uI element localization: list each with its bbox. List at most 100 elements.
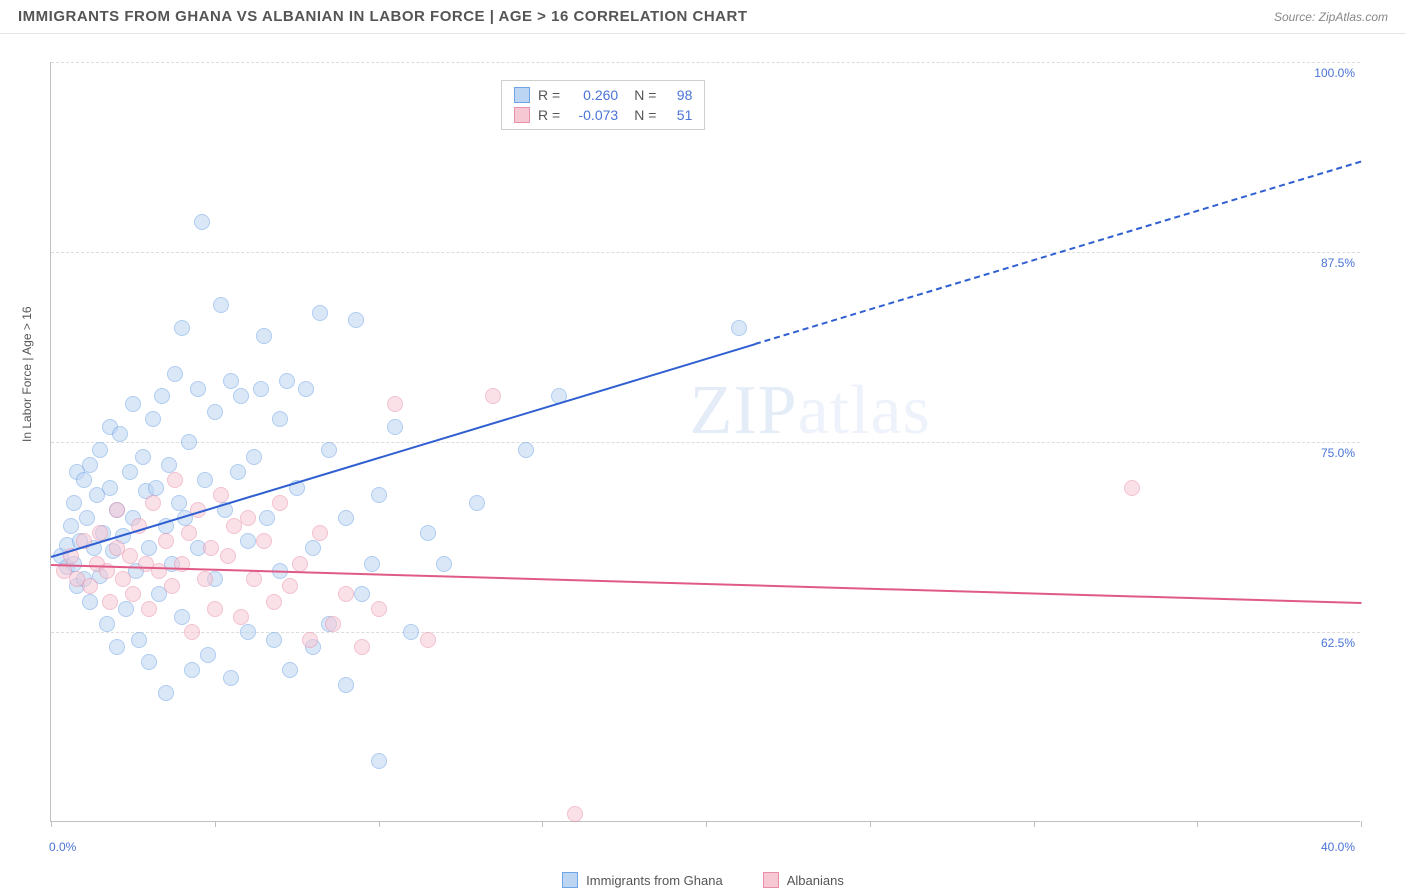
legend-label: Immigrants from Ghana bbox=[586, 873, 723, 888]
scatter-point bbox=[348, 312, 364, 328]
scatter-point bbox=[109, 502, 125, 518]
scatter-point bbox=[76, 472, 92, 488]
legend-item: Albanians bbox=[763, 872, 844, 888]
stats-n-label: N = bbox=[634, 87, 656, 103]
scatter-point bbox=[325, 616, 341, 632]
scatter-point bbox=[240, 533, 256, 549]
y-tick-label: 100.0% bbox=[1301, 66, 1355, 80]
scatter-point bbox=[338, 510, 354, 526]
scatter-point bbox=[122, 548, 138, 564]
scatter-point bbox=[213, 487, 229, 503]
gridline-h bbox=[51, 442, 1360, 443]
scatter-point bbox=[151, 563, 167, 579]
legend-bottom: Immigrants from Ghana Albanians bbox=[0, 872, 1406, 888]
stats-row: R = -0.073 N = 51 bbox=[514, 105, 692, 125]
scatter-point bbox=[82, 457, 98, 473]
stats-n-value: 51 bbox=[664, 107, 692, 123]
scatter-point bbox=[321, 442, 337, 458]
scatter-point bbox=[184, 662, 200, 678]
scatter-point bbox=[164, 578, 180, 594]
scatter-point bbox=[207, 404, 223, 420]
plot-area: ZIPatlas 62.5%75.0%87.5%100.0%0.0%40.0%R… bbox=[50, 62, 1360, 822]
legend-item: Immigrants from Ghana bbox=[562, 872, 723, 888]
scatter-point bbox=[272, 411, 288, 427]
scatter-point bbox=[371, 487, 387, 503]
scatter-point bbox=[158, 533, 174, 549]
y-tick-label: 75.0% bbox=[1301, 446, 1355, 460]
stats-r-label: R = bbox=[538, 107, 560, 123]
scatter-point bbox=[109, 639, 125, 655]
scatter-point bbox=[266, 594, 282, 610]
x-tick bbox=[870, 821, 871, 827]
stats-r-label: R = bbox=[538, 87, 560, 103]
scatter-point bbox=[256, 533, 272, 549]
scatter-point bbox=[246, 449, 262, 465]
scatter-point bbox=[338, 586, 354, 602]
scatter-point bbox=[354, 586, 370, 602]
watermark: ZIPatlas bbox=[690, 371, 931, 451]
source-label: Source: ZipAtlas.com bbox=[1274, 10, 1388, 24]
stats-r-value: -0.073 bbox=[568, 107, 618, 123]
scatter-point bbox=[312, 525, 328, 541]
x-tick bbox=[1197, 821, 1198, 827]
scatter-point bbox=[154, 388, 170, 404]
scatter-point bbox=[364, 556, 380, 572]
scatter-point bbox=[181, 525, 197, 541]
stats-n-label: N = bbox=[634, 107, 656, 123]
scatter-point bbox=[279, 373, 295, 389]
scatter-point bbox=[282, 578, 298, 594]
scatter-point bbox=[171, 495, 187, 511]
scatter-point bbox=[135, 449, 151, 465]
stats-r-value: 0.260 bbox=[568, 87, 618, 103]
scatter-point bbox=[66, 495, 82, 511]
x-tick-label: 40.0% bbox=[1321, 840, 1355, 854]
gridline-h bbox=[51, 252, 1360, 253]
stats-box: R = 0.260 N = 98 R = -0.073 N = 51 bbox=[501, 80, 705, 130]
scatter-point bbox=[354, 639, 370, 655]
x-tick bbox=[542, 821, 543, 827]
x-tick bbox=[706, 821, 707, 827]
chart-title: IMMIGRANTS FROM GHANA VS ALBANIAN IN LAB… bbox=[18, 8, 748, 25]
scatter-point bbox=[256, 328, 272, 344]
scatter-point bbox=[194, 214, 210, 230]
scatter-point bbox=[292, 556, 308, 572]
stats-row: R = 0.260 N = 98 bbox=[514, 85, 692, 105]
scatter-point bbox=[141, 654, 157, 670]
scatter-point bbox=[125, 396, 141, 412]
scatter-point bbox=[99, 616, 115, 632]
x-tick bbox=[1361, 821, 1362, 827]
scatter-point bbox=[190, 381, 206, 397]
scatter-point bbox=[161, 457, 177, 473]
scatter-point bbox=[567, 806, 583, 822]
scatter-point bbox=[253, 381, 269, 397]
scatter-point bbox=[82, 578, 98, 594]
series-swatch bbox=[514, 107, 530, 123]
scatter-point bbox=[233, 388, 249, 404]
scatter-point bbox=[141, 601, 157, 617]
y-tick-label: 62.5% bbox=[1301, 636, 1355, 650]
stats-n-value: 98 bbox=[664, 87, 692, 103]
scatter-point bbox=[223, 670, 239, 686]
scatter-point bbox=[403, 624, 419, 640]
scatter-point bbox=[197, 571, 213, 587]
scatter-point bbox=[731, 320, 747, 336]
scatter-point bbox=[387, 419, 403, 435]
scatter-point bbox=[115, 571, 131, 587]
scatter-point bbox=[371, 601, 387, 617]
x-tick bbox=[51, 821, 52, 827]
y-axis-title: In Labor Force | Age > 16 bbox=[20, 306, 34, 442]
scatter-point bbox=[148, 480, 164, 496]
scatter-point bbox=[102, 480, 118, 496]
scatter-point bbox=[158, 685, 174, 701]
trend-line bbox=[51, 343, 756, 558]
legend-label: Albanians bbox=[787, 873, 844, 888]
scatter-point bbox=[266, 632, 282, 648]
y-tick-label: 87.5% bbox=[1301, 256, 1355, 270]
scatter-point bbox=[174, 320, 190, 336]
scatter-point bbox=[102, 594, 118, 610]
scatter-point bbox=[131, 632, 147, 648]
scatter-point bbox=[92, 442, 108, 458]
x-tick bbox=[379, 821, 380, 827]
scatter-point bbox=[436, 556, 452, 572]
scatter-point bbox=[213, 297, 229, 313]
